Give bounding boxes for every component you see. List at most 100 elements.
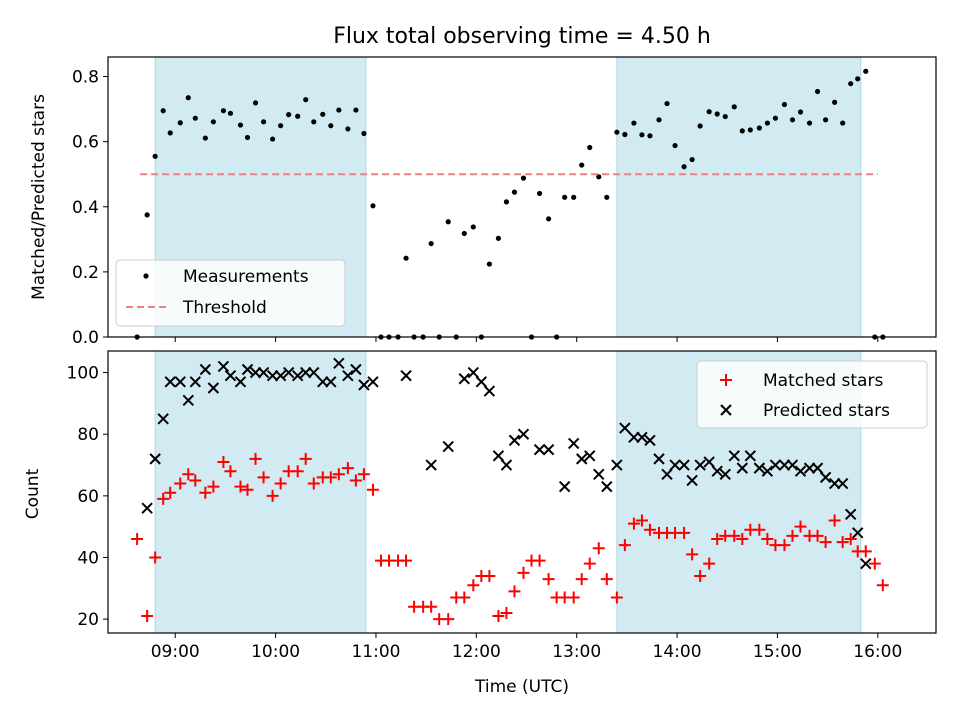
matched-stars-point (157, 492, 170, 505)
predicted-stars-point (425, 459, 437, 471)
matched-stars-point (324, 471, 337, 484)
predicted-stars-point (786, 459, 799, 471)
y-tick-label: 0.6 (72, 133, 99, 153)
measurement-point (278, 123, 284, 129)
matched-stars-point (467, 579, 480, 592)
matched-stars-point (234, 480, 247, 493)
measurement-point (814, 88, 821, 95)
matched-stars-point (249, 452, 262, 465)
matched-stars-point (567, 591, 580, 604)
measurement-point (353, 107, 359, 113)
predicted-stars-point (819, 471, 832, 484)
predicted-stars-point (533, 443, 546, 456)
matched-stars-point (876, 579, 889, 592)
x-tick-label: 15:00 (753, 642, 802, 662)
predicted-stars-point (593, 468, 605, 480)
x-tick-label: 14:00 (653, 642, 702, 662)
matched-stars-point (257, 471, 270, 484)
x-tick-label: 16:00 (853, 642, 902, 662)
matched-stars-point (786, 529, 799, 542)
matched-stars-point (217, 455, 230, 468)
matched-stars-point (149, 551, 162, 564)
measurement-point (495, 235, 502, 241)
measurement-point (863, 68, 869, 74)
bottom-panel-x-label: Time (UTC) (474, 677, 569, 697)
predicted-stars-point (291, 369, 304, 382)
predicted-stars-point (325, 376, 337, 388)
matched-stars-point (736, 533, 749, 545)
measurement-point (571, 194, 577, 200)
matched-stars-point (458, 591, 471, 604)
matched-stars-point (711, 533, 724, 545)
measurement-point (722, 113, 728, 120)
matched-stars-point (844, 533, 857, 545)
bottom-panel-y-label: Count (23, 468, 43, 519)
predicted-stars-point (678, 459, 690, 471)
matched-stars-point (341, 462, 354, 475)
matched-stars-point (517, 566, 530, 579)
measurement-point (706, 109, 712, 115)
predicted-stars-point (333, 357, 345, 370)
measurement-point (681, 164, 687, 170)
predicted-stars-point (358, 379, 370, 391)
predicted-stars-point (483, 385, 496, 397)
matched-stars-point (600, 573, 613, 586)
predicted-stars-point (711, 465, 723, 477)
matched-stars-point (694, 569, 707, 582)
measurement-point (656, 117, 662, 123)
predicted-stars-point (189, 376, 202, 388)
top-panel-legend-box (115, 259, 346, 327)
matched-stars-point (575, 573, 588, 586)
measurement-point (823, 117, 829, 123)
measurement-point (672, 142, 678, 149)
measurement-point (579, 162, 585, 168)
legend-predicted-label: Predicted stars (763, 401, 890, 421)
matched-stars-point (643, 523, 656, 536)
y-tick-label: 60 (77, 487, 99, 507)
predicted-stars-point (736, 462, 749, 474)
y-tick-label: 0.4 (72, 198, 99, 218)
predicted-stars-point (661, 468, 673, 480)
matched-stars-point (836, 536, 849, 549)
matched-stars-point (868, 557, 881, 570)
matched-stars-point (174, 477, 187, 490)
matched-stars-point (583, 557, 596, 570)
top-panel-marks (134, 68, 886, 340)
measurement-point (855, 76, 861, 82)
matched-stars-point (164, 486, 177, 499)
measurement-point (445, 219, 451, 225)
measurement-point (848, 81, 854, 87)
predicted-stars-point (157, 413, 169, 425)
matched-stars-point (627, 517, 640, 530)
measurement-point (269, 136, 276, 142)
matched-stars-point (299, 452, 312, 465)
predicted-stars-point (517, 428, 530, 440)
measurement-point (486, 261, 492, 267)
measurement-point (503, 199, 510, 205)
predicted-stars-point (753, 462, 766, 474)
matched-stars-point (366, 483, 379, 496)
predicted-stars-point (567, 437, 580, 450)
measurement-point (202, 135, 208, 141)
measurement-point (664, 100, 670, 107)
y-tick-label: 20 (77, 610, 99, 630)
measurement-point (536, 190, 543, 197)
matched-stars-point (141, 610, 154, 623)
measurement-point (806, 120, 813, 126)
measurement-point (747, 127, 753, 133)
predicted-stars-point (694, 459, 706, 471)
predicted-stars-point (761, 465, 774, 477)
legend-predicted-marker (720, 404, 732, 416)
measurement-point (461, 230, 467, 237)
measurement-point (160, 108, 166, 114)
matched-stars-point (349, 474, 362, 487)
predicted-stars-point (811, 462, 824, 474)
measurement-point (511, 189, 518, 195)
predicted-stars-point (769, 459, 782, 471)
measurement-point (714, 111, 720, 117)
matched-stars-point (182, 468, 195, 481)
predicted-stars-point (558, 480, 571, 493)
predicted-stars-point (207, 382, 220, 394)
predicted-stars-point (542, 443, 555, 456)
predicted-stars-point (149, 453, 161, 465)
